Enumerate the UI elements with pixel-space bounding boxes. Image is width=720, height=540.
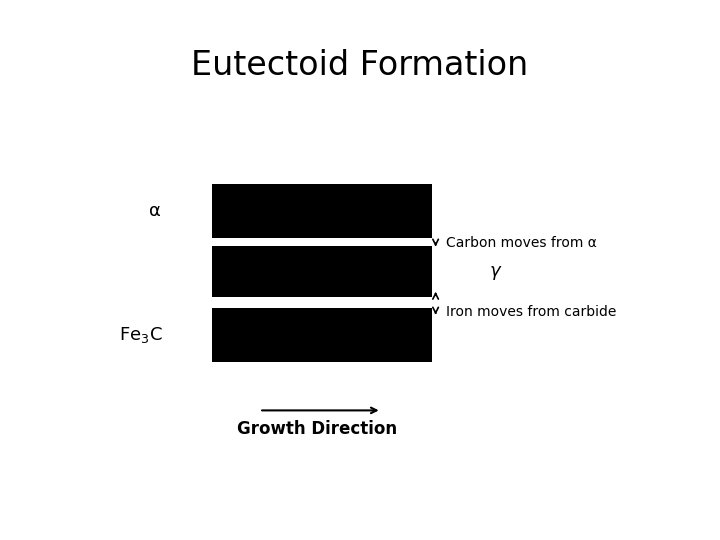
Text: α: α <box>149 201 161 220</box>
Text: Growth Direction: Growth Direction <box>237 420 397 438</box>
Text: γ: γ <box>490 262 500 280</box>
Text: Carbon moves from α: Carbon moves from α <box>446 236 598 250</box>
Text: Eutectoid Formation: Eutectoid Formation <box>192 49 528 82</box>
Text: Iron moves from carbide: Iron moves from carbide <box>446 305 617 319</box>
Text: Fe$_3$C: Fe$_3$C <box>119 325 162 345</box>
